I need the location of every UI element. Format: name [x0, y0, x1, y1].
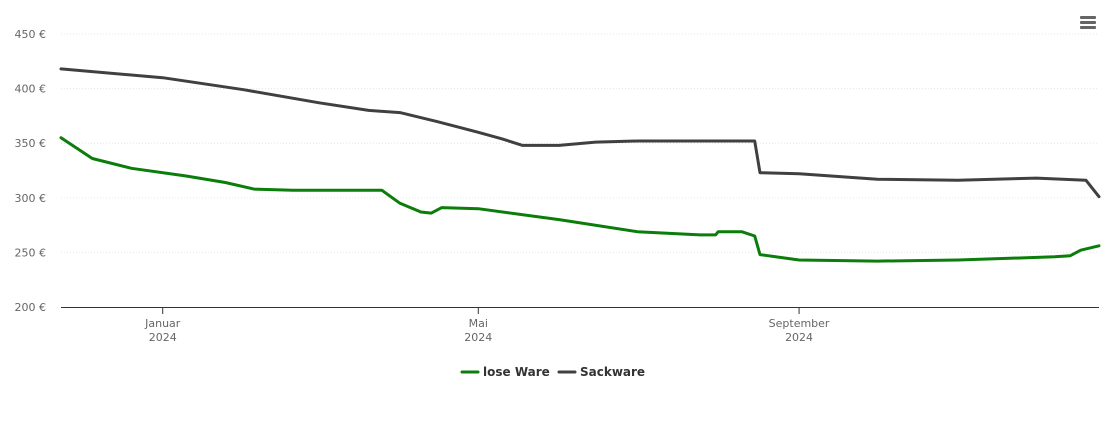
x-tick-label-year: 2024 [149, 331, 177, 344]
x-tick-label-month: Januar [144, 317, 181, 330]
x-tick-label-year: 2024 [785, 331, 813, 344]
hamburger-menu-icon[interactable] [1076, 12, 1100, 34]
y-tick-label: 300 € [15, 192, 47, 205]
y-tick-label: 400 € [15, 83, 47, 96]
y-tick-label: 450 € [15, 28, 47, 41]
legend-label: Sackware [580, 365, 645, 379]
y-tick-label: 350 € [15, 137, 47, 150]
x-tick-label-month: Mai [469, 317, 488, 330]
series-line-lose-ware [59, 136, 1101, 263]
legend-label: lose Ware [483, 365, 550, 379]
x-tick-label-year: 2024 [464, 331, 492, 344]
series-line-sackware [59, 67, 1101, 199]
x-tick-label-month: September [769, 317, 830, 330]
y-tick-label: 250 € [15, 246, 47, 259]
y-tick-label: 200 € [15, 301, 47, 314]
